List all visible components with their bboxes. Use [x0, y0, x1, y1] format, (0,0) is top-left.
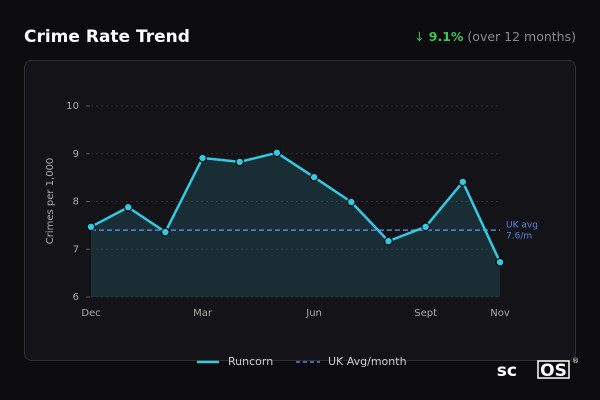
x-tick-label: Jun [305, 308, 322, 319]
x-tick-label: Dec [81, 308, 100, 319]
y-axis-label: Crimes per 1,000 [45, 158, 56, 245]
reference-annotation: UK avg [506, 221, 538, 231]
point [495, 257, 505, 267]
y-tick-label: 10 [66, 101, 79, 112]
area [91, 152, 500, 297]
x-tick-label: Sept [414, 308, 437, 319]
logo-box-text: OS [540, 361, 567, 381]
line [90, 151, 502, 263]
logo-mark: ® [572, 357, 579, 365]
reference-annotation: 7.6/m [506, 232, 532, 242]
x-tick-label: Mar [193, 308, 213, 319]
point [86, 222, 96, 232]
y-tick-label: 9 [73, 149, 79, 160]
point [458, 177, 468, 187]
legend-label: Runcorn [228, 355, 273, 368]
point [235, 157, 245, 167]
point [198, 153, 207, 163]
title: Crime Rate Trend [24, 27, 190, 47]
point [346, 197, 356, 207]
point [384, 236, 393, 246]
y-tick-label: 8 [73, 197, 79, 208]
point [309, 172, 319, 182]
logo-prefix: sc [497, 361, 517, 381]
point [160, 227, 170, 237]
y-tick-label: 7 [73, 244, 79, 255]
x-tick-label: Nov [490, 308, 510, 319]
y-tick-label: 6 [73, 292, 79, 303]
chart-card [24, 60, 576, 361]
legend-label: UK Avg/month [328, 355, 407, 368]
logo-box [537, 360, 570, 379]
point [421, 222, 431, 232]
trend-summary: ↓ 9.1% (over 12 months) [414, 29, 576, 44]
trend-period: (over 12 months) [467, 29, 576, 44]
point [272, 148, 282, 158]
point [123, 202, 133, 212]
trend-change: 9.1% [429, 29, 464, 44]
trend-arrow: ↓ [414, 29, 424, 44]
